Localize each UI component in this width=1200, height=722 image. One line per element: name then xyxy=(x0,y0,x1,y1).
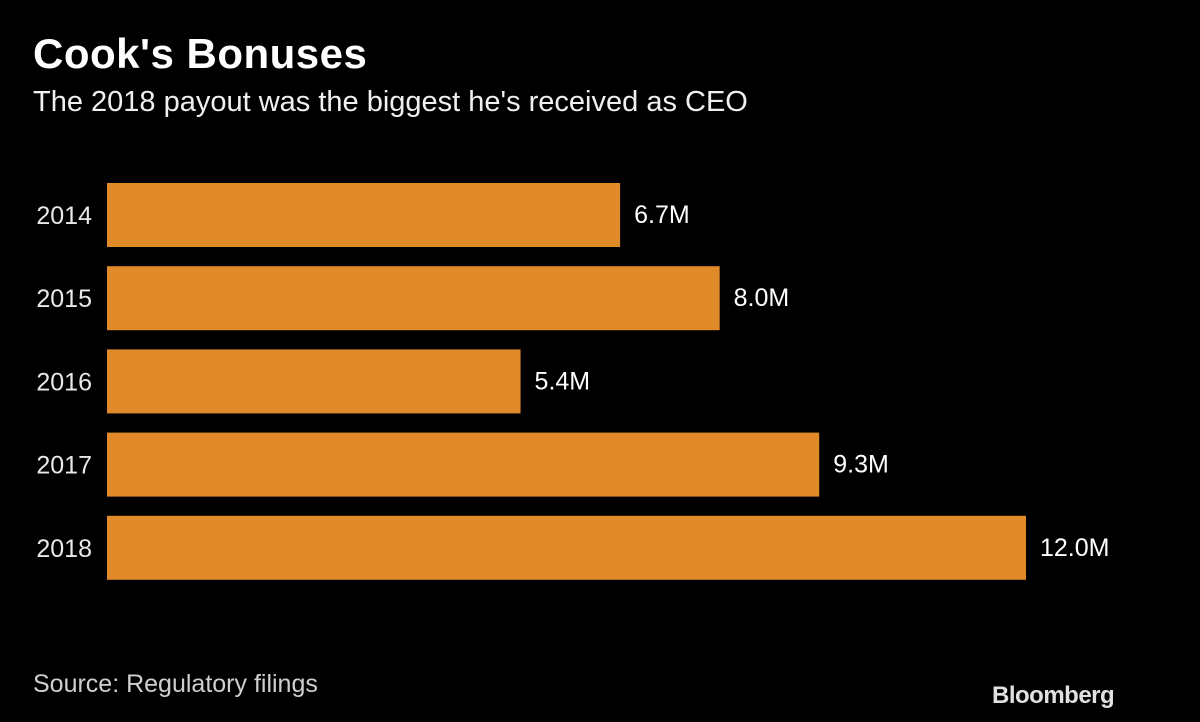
category-label: 2017 xyxy=(36,452,92,480)
bar-2017 xyxy=(107,432,820,497)
data-label: 8.0M xyxy=(734,284,790,312)
bar-2015 xyxy=(107,266,720,331)
data-label: 12.0M xyxy=(1040,534,1109,562)
chart-subtitle: The 2018 payout was the biggest he's rec… xyxy=(33,86,748,118)
category-label: 2016 xyxy=(36,368,92,396)
category-label: 2014 xyxy=(36,202,92,230)
bloomberg-logo: Bloomberg xyxy=(992,682,1115,709)
category-label: 2018 xyxy=(36,535,92,563)
chart-title: Cook's Bonuses xyxy=(33,30,368,77)
source-note: Source: Regulatory filings xyxy=(33,670,318,698)
bar-2014 xyxy=(107,183,621,247)
category-label: 2015 xyxy=(36,285,92,313)
data-label: 9.3M xyxy=(833,451,889,479)
bar-2018 xyxy=(107,515,1026,580)
data-label: 6.7M xyxy=(634,201,690,229)
bar-2016 xyxy=(107,349,521,414)
data-label: 5.4M xyxy=(535,367,591,395)
